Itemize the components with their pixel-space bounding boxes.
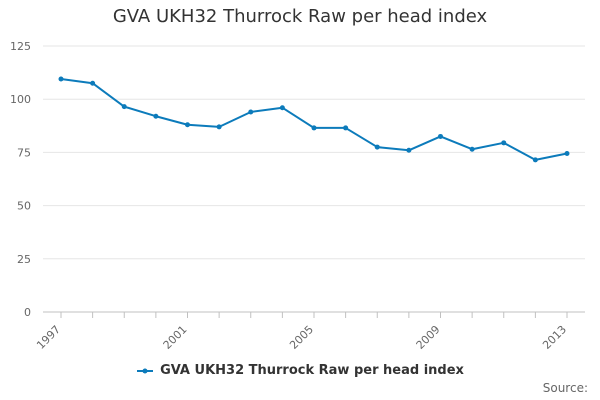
y-axis: 0 25 50 75 100 125	[10, 40, 31, 319]
y-tick-label: 0	[24, 306, 31, 319]
data-point	[311, 125, 317, 131]
y-tick-label: 125	[10, 40, 31, 53]
series-layer	[58, 76, 570, 163]
legend-label: GVA UKH32 Thurrock Raw per head index	[160, 363, 464, 378]
data-point	[406, 147, 412, 153]
data-point	[501, 140, 507, 146]
data-point	[343, 125, 349, 131]
data-point	[469, 146, 475, 152]
data-point	[279, 105, 285, 111]
data-point	[438, 133, 443, 139]
legend-item[interactable]: GVA UKH32 Thurrock Raw per head index	[136, 363, 464, 378]
y-tick-label: 100	[10, 93, 31, 106]
data-point	[185, 122, 190, 128]
x-tick-label: 2009	[414, 323, 443, 352]
x-tick-label: 2005	[287, 323, 316, 352]
source-label[interactable]: Source:	[542, 381, 588, 395]
data-point	[121, 104, 127, 110]
data-point	[216, 124, 222, 130]
data-point	[58, 76, 64, 82]
x-axis: 1997 2001 2005 2009 2013	[34, 312, 569, 352]
data-point	[374, 144, 380, 150]
grid-lines	[43, 45, 585, 313]
data-point	[90, 80, 96, 86]
data-point	[532, 157, 538, 163]
data-point	[564, 150, 570, 156]
data-point	[248, 109, 254, 115]
data-point	[153, 113, 159, 119]
y-tick-label: 50	[17, 200, 31, 213]
legend[interactable]: GVA UKH32 Thurrock Raw per head index	[0, 363, 600, 380]
x-tick-label: 2001	[161, 323, 190, 352]
y-tick-label: 25	[17, 253, 31, 266]
legend-line-marker-icon	[137, 368, 154, 373]
chart-title: GVA UKH32 Thurrock Raw per head index	[112, 6, 488, 27]
y-tick-label: 75	[17, 146, 31, 159]
x-tick-label: 2013	[540, 323, 569, 352]
x-tick-label: 1997	[34, 323, 63, 352]
series-line	[60, 77, 568, 161]
